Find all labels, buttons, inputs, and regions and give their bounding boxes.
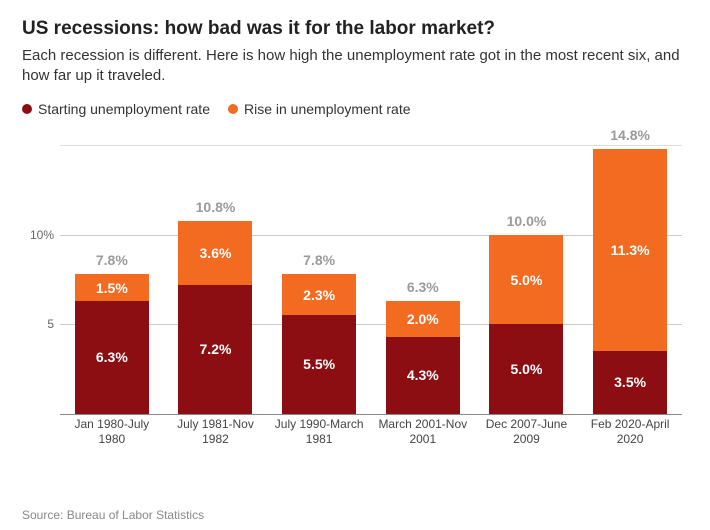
bar-stack: 3.6% 7.2% <box>178 221 252 414</box>
bar-segment-rise: 1.5% <box>75 274 149 301</box>
bar-segment-starting: 4.3% <box>386 337 460 414</box>
bar-total-label: 10.0% <box>507 213 547 229</box>
legend-dot-icon <box>228 104 238 114</box>
bar-stack: 5.0% 5.0% <box>489 235 563 414</box>
x-axis-category-label: July 1990-March1981 <box>271 417 367 455</box>
chart-title: US recessions: how bad was it for the la… <box>22 18 688 40</box>
chart-subtitle: Each recession is different. Here is how… <box>22 46 688 87</box>
bar-segment-label: 5.0% <box>510 272 542 288</box>
bar-segment-label: 7.2% <box>200 341 232 357</box>
bar-total-label: 7.8% <box>303 252 335 268</box>
bar-total-label: 14.8% <box>610 127 650 143</box>
legend-label: Starting unemployment rate <box>38 101 210 117</box>
source-text: Source: Bureau of Labor Statistics <box>22 508 204 522</box>
bar-stack: 1.5% 6.3% <box>75 274 149 413</box>
bar-total-label: 10.8% <box>196 199 236 215</box>
bar-group: 6.3% 2.0% 4.3% <box>383 146 463 414</box>
chart-area: 510%7.8%1.5%6.3%10.8%3.6%7.2%7.8%2.3%5.5… <box>60 125 682 455</box>
y-axis-label: 10% <box>24 228 54 242</box>
bar-segment-label: 5.0% <box>510 361 542 377</box>
legend: Starting unemployment rate Rise in unemp… <box>22 101 688 117</box>
bar-segment-starting: 5.0% <box>489 324 563 413</box>
bar-group: 10.0% 5.0% 5.0% <box>486 146 566 414</box>
x-axis-labels: Jan 1980-July1980July 1981-Nov1982July 1… <box>60 417 682 455</box>
bar-segment-label: 2.0% <box>407 311 439 327</box>
bar-segment-label: 3.5% <box>614 374 646 390</box>
bar-segment-starting: 5.5% <box>282 315 356 413</box>
x-axis-category-label: March 2001-Nov2001 <box>375 417 471 455</box>
bar-segment-rise: 2.0% <box>386 301 460 337</box>
bar-segment-label: 5.5% <box>303 356 335 372</box>
x-axis-category-label: Feb 2020-April2020 <box>582 417 678 455</box>
bar-segment-starting: 3.5% <box>593 351 667 414</box>
legend-item-rise: Rise in unemployment rate <box>228 101 411 117</box>
bars-container: 7.8% 1.5% 6.3% 10.8% 3.6% 7.2% 7.8% 2.3% 5.5% 6.3… <box>60 146 682 414</box>
bar-segment-rise: 11.3% <box>593 149 667 351</box>
x-axis-category-label: Jan 1980-July1980 <box>64 417 160 455</box>
x-axis-category-label: July 1981-Nov1982 <box>167 417 263 455</box>
x-axis-category-label: Dec 2007-June2009 <box>478 417 574 455</box>
bar-group: 14.8%11.3%3.5% <box>590 146 670 414</box>
bar-stack: 2.0% 4.3% <box>386 301 460 414</box>
bar-segment-rise: 5.0% <box>489 235 563 324</box>
bar-segment-label: 6.3% <box>96 349 128 365</box>
bar-segment-starting: 7.2% <box>178 285 252 414</box>
bar-segment-label: 2.3% <box>303 287 335 303</box>
bar-group: 7.8% 1.5% 6.3% <box>72 146 152 414</box>
legend-item-starting: Starting unemployment rate <box>22 101 210 117</box>
bar-total-label: 6.3% <box>407 279 439 295</box>
bar-segment-label: 3.6% <box>200 245 232 261</box>
legend-label: Rise in unemployment rate <box>244 101 411 117</box>
plot-region: 510%7.8%1.5%6.3%10.8%3.6%7.2%7.8%2.3%5.5… <box>60 145 682 415</box>
bar-group: 7.8% 2.3% 5.5% <box>279 146 359 414</box>
bar-segment-rise: 2.3% <box>282 274 356 315</box>
y-axis-label: 5 <box>24 317 54 331</box>
bar-stack: 2.3% 5.5% <box>282 274 356 413</box>
bar-segment-starting: 6.3% <box>75 301 149 414</box>
bar-group: 10.8% 3.6% 7.2% <box>175 146 255 414</box>
bar-total-label: 7.8% <box>96 252 128 268</box>
bar-segment-label: 4.3% <box>407 367 439 383</box>
legend-dot-icon <box>22 104 32 114</box>
bar-segment-label: 1.5% <box>96 280 128 296</box>
bar-segment-rise: 3.6% <box>178 221 252 285</box>
bar-segment-label: 11.3% <box>611 242 650 258</box>
bar-stack: 11.3% 3.5% <box>593 149 667 413</box>
